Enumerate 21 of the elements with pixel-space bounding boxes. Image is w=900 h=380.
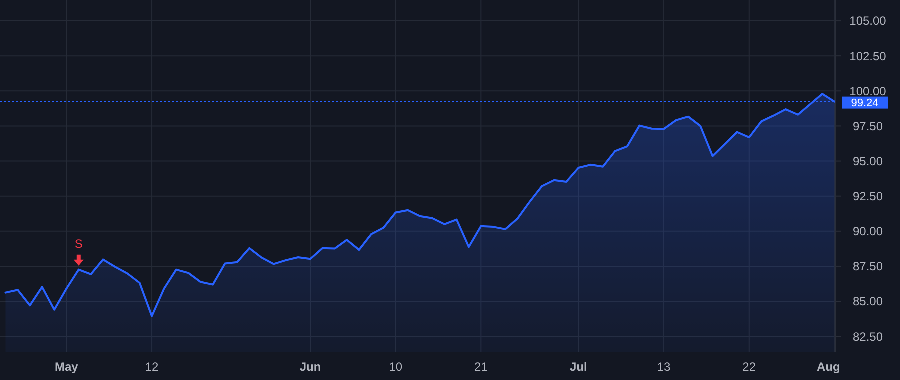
y-tick-label: 100.00 xyxy=(850,84,887,98)
y-tick-label: 95.00 xyxy=(852,154,884,168)
x-tick-label: Jun xyxy=(300,360,322,374)
y-tick-label: 85.00 xyxy=(852,294,884,309)
x-tick-label: 10 xyxy=(389,360,403,374)
y-tick-label: 97.50 xyxy=(852,119,884,134)
y-tick-label: 90.00 xyxy=(852,224,884,239)
x-tick-label: Jul xyxy=(570,360,588,374)
x-tick-label: 21 xyxy=(474,360,488,374)
y-tick-label: 105.00 xyxy=(850,14,887,28)
annotation: S xyxy=(74,236,83,251)
x-tick-label: 22 xyxy=(742,360,756,374)
x-tick-label: 12 xyxy=(145,360,160,374)
y-tick-label: 102.50 xyxy=(850,49,887,64)
x-tick-label: Aug xyxy=(817,360,840,374)
y-tick-label: 87.50 xyxy=(852,260,884,274)
ref-line-label: 99.24 xyxy=(851,98,879,110)
x-tick-label: May xyxy=(55,360,79,374)
y-tick-label: 82.50 xyxy=(852,330,884,344)
y-tick-label: 92.50 xyxy=(852,190,884,204)
x-tick-label: 13 xyxy=(657,360,672,374)
